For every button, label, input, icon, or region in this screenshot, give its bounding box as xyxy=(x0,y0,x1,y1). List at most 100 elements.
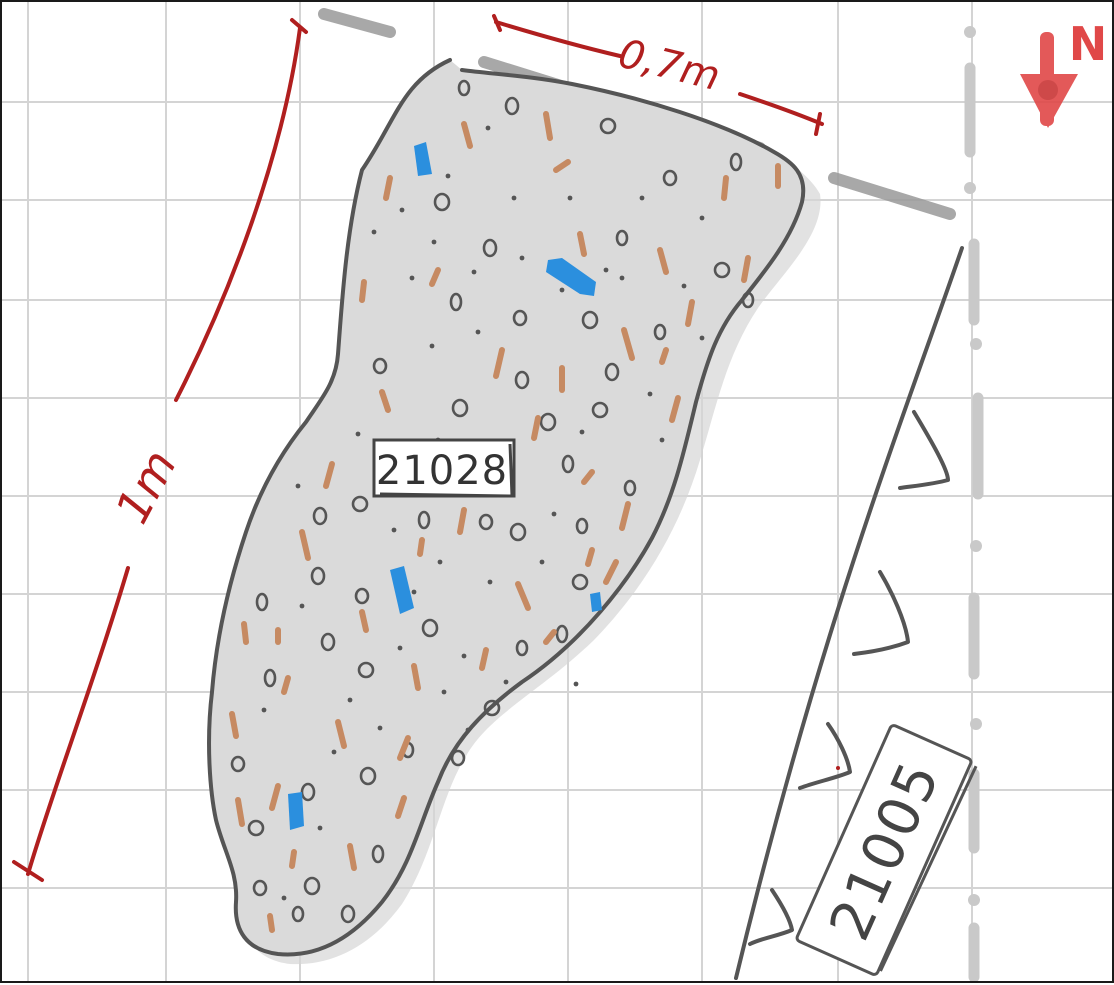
brick-fragment xyxy=(379,389,391,413)
brick-fragment xyxy=(397,735,411,761)
pebble xyxy=(604,362,620,382)
dot xyxy=(579,429,585,435)
pebble xyxy=(482,238,498,258)
pebble xyxy=(591,401,609,419)
brick-fragment xyxy=(457,507,467,535)
pebble xyxy=(357,661,375,679)
brick-fragment xyxy=(741,255,751,283)
brick-fragment xyxy=(553,159,571,173)
dot xyxy=(411,589,417,595)
dot xyxy=(431,239,437,245)
pebble xyxy=(599,117,617,135)
feature-21028-label-box: 21028 xyxy=(372,438,516,498)
pebble xyxy=(581,310,599,330)
dot xyxy=(397,645,403,651)
dot xyxy=(647,391,653,397)
pebble xyxy=(729,152,743,172)
pebble xyxy=(514,370,530,390)
brick-fragment xyxy=(581,469,595,485)
brick-fragment xyxy=(685,299,695,327)
dot xyxy=(567,195,573,201)
pebble xyxy=(303,876,321,896)
dot xyxy=(317,825,323,831)
pebble xyxy=(291,905,305,923)
dot xyxy=(619,275,625,281)
section-line-right xyxy=(964,62,984,983)
dot xyxy=(471,269,477,275)
feature-21005-label-box: 21005 xyxy=(795,724,978,976)
north-arrow-label: N xyxy=(1069,17,1108,71)
feature-21028-label: 21028 xyxy=(376,448,508,494)
brick-fragment xyxy=(493,347,505,379)
pebble xyxy=(662,169,678,187)
pebble xyxy=(421,618,439,638)
pebble xyxy=(713,261,731,279)
dot xyxy=(299,603,305,609)
north-arrow-icon xyxy=(1020,32,1078,128)
pebble xyxy=(457,79,471,97)
dot xyxy=(371,229,377,235)
dot xyxy=(261,707,267,713)
pebble xyxy=(741,291,755,309)
dot xyxy=(681,283,687,289)
pebble xyxy=(450,749,466,767)
pebble xyxy=(449,292,463,312)
section-line-dots xyxy=(964,26,982,906)
pebble xyxy=(351,495,369,513)
brick-fragment xyxy=(241,621,249,645)
brick-fragment xyxy=(289,849,297,869)
pebble xyxy=(263,668,277,688)
brick-fragments xyxy=(229,111,781,933)
brick-fragment xyxy=(429,267,441,287)
feature-21005-boundary xyxy=(734,246,964,980)
pebble xyxy=(372,357,388,375)
pebble xyxy=(504,96,520,116)
pebble-inclusions xyxy=(230,79,755,924)
pebble xyxy=(575,517,589,535)
brick-fragment xyxy=(515,581,531,611)
pebble xyxy=(230,755,246,773)
brick-fragment xyxy=(335,719,347,749)
pebble xyxy=(515,639,529,657)
brick-fragment xyxy=(577,231,587,257)
dot xyxy=(399,207,405,213)
dimension-length xyxy=(12,18,308,882)
brick-fragment xyxy=(395,795,407,819)
pebble xyxy=(653,323,667,341)
brick-fragment xyxy=(585,547,595,567)
pebble xyxy=(252,879,268,897)
dot xyxy=(487,579,493,585)
pebble xyxy=(539,412,557,432)
pebble xyxy=(255,592,269,612)
brick-fragment xyxy=(621,327,635,361)
pebble xyxy=(359,766,377,786)
brick-fragment xyxy=(229,711,239,739)
dot xyxy=(437,559,443,565)
brick-fragment xyxy=(359,609,369,633)
dot xyxy=(475,329,481,335)
brick-fragment xyxy=(347,843,357,871)
brick-fragment xyxy=(659,347,669,365)
dimension-length-label: 1m xyxy=(105,441,187,532)
pebble xyxy=(312,506,328,526)
pebble xyxy=(354,587,370,605)
dot xyxy=(573,681,579,687)
pebble xyxy=(478,513,494,531)
brick-fragment xyxy=(411,663,421,691)
brick-fragment xyxy=(531,415,541,441)
pebble xyxy=(561,454,575,474)
dot xyxy=(295,483,301,489)
brick-fragment xyxy=(461,121,473,149)
dot xyxy=(503,679,509,685)
pebble xyxy=(623,479,637,497)
pebble xyxy=(555,624,569,644)
brick-fragment xyxy=(417,537,425,557)
dimension-width-label: 0,7m xyxy=(614,31,725,100)
dot xyxy=(465,727,471,733)
pebble xyxy=(310,566,326,586)
dot xyxy=(699,215,705,221)
brick-fragment xyxy=(281,675,291,695)
brick-fragment xyxy=(299,529,311,561)
